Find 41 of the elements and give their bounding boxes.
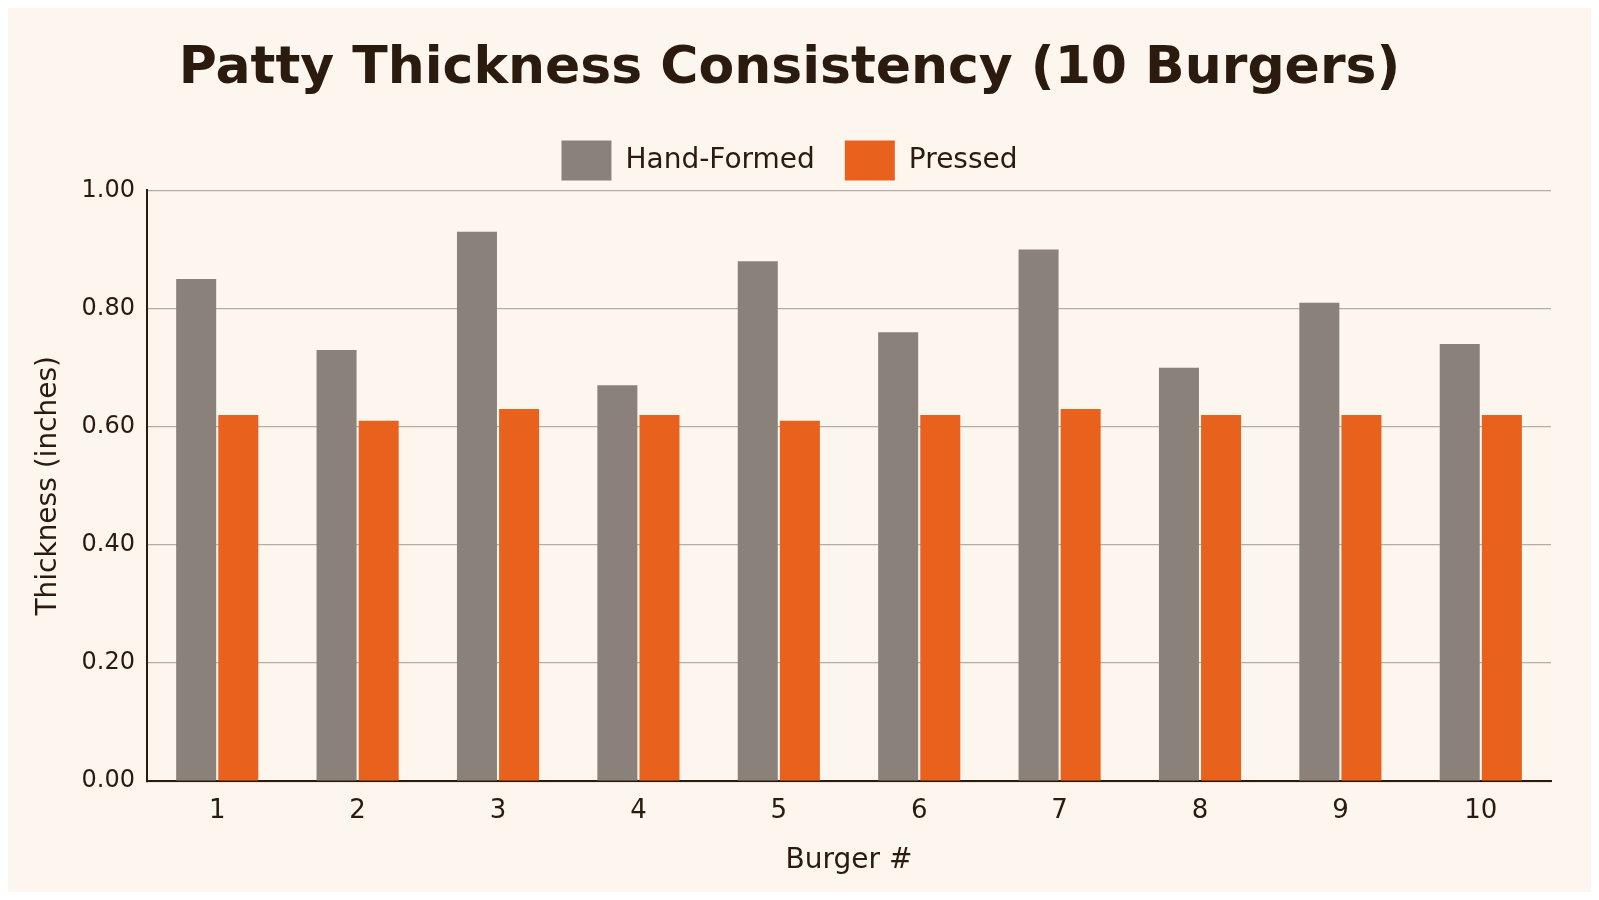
x-tick-label: 4 bbox=[630, 793, 647, 824]
bar bbox=[1439, 344, 1480, 781]
bar bbox=[456, 231, 497, 781]
bar bbox=[358, 420, 399, 781]
y-tick-label: 1.00 bbox=[81, 174, 136, 203]
bar bbox=[1299, 302, 1340, 781]
bar bbox=[1341, 414, 1382, 781]
bar bbox=[218, 414, 259, 781]
x-tick-label: 10 bbox=[1464, 793, 1498, 824]
x-tick-label: 6 bbox=[910, 793, 928, 824]
x-tick-label: 1 bbox=[208, 793, 226, 824]
bar bbox=[1158, 367, 1199, 781]
bar bbox=[779, 420, 820, 781]
x-tick-label: 9 bbox=[1332, 793, 1349, 824]
y-tick-label: 0.40 bbox=[81, 529, 136, 558]
y-axis-title: Thickness (inches) bbox=[30, 355, 64, 617]
x-tick-label: 3 bbox=[489, 793, 507, 824]
bar bbox=[639, 414, 680, 781]
bar bbox=[597, 385, 638, 781]
bar bbox=[316, 349, 357, 781]
bar bbox=[737, 261, 778, 781]
bar bbox=[1018, 249, 1059, 781]
chart-title: Patty Thickness Consistency (10 Burgers) bbox=[178, 34, 1401, 95]
bar bbox=[878, 332, 919, 781]
bar bbox=[176, 279, 217, 781]
x-tick-label: 2 bbox=[349, 793, 366, 824]
legend-label: Hand-Formed bbox=[625, 141, 815, 175]
bar bbox=[499, 409, 540, 781]
legend-label: Pressed bbox=[908, 141, 1018, 175]
bar bbox=[1481, 414, 1522, 781]
y-tick-label: 0.00 bbox=[81, 765, 136, 794]
y-tick-label: 0.60 bbox=[81, 410, 136, 439]
x-tick-label: 8 bbox=[1191, 793, 1209, 824]
bar bbox=[1201, 414, 1242, 781]
bar bbox=[1060, 409, 1101, 781]
y-tick-label: 0.20 bbox=[81, 647, 136, 676]
x-tick-label: 7 bbox=[1051, 793, 1068, 824]
y-tick-label: 0.80 bbox=[81, 292, 136, 321]
x-axis-title: Burger # bbox=[785, 842, 913, 876]
bar bbox=[920, 414, 961, 781]
x-tick-label: 5 bbox=[770, 793, 788, 824]
